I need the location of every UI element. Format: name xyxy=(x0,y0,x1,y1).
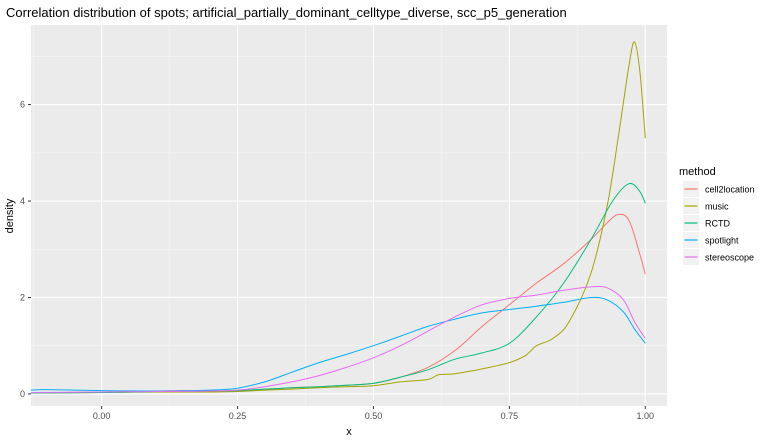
grid-minor xyxy=(31,25,667,406)
x-tick-label: 0.75 xyxy=(501,411,519,421)
x-tick-label: 0.50 xyxy=(365,411,383,421)
legend: method cell2location music RCTD spotlight st… xyxy=(679,166,755,265)
series-line-music xyxy=(30,41,646,394)
legend-title: method xyxy=(679,166,716,178)
legend-label-rctd: RCTD xyxy=(705,219,730,229)
series-line-spotlight xyxy=(30,296,646,392)
legend-items: cell2location music RCTD spotlight stereosco… xyxy=(683,181,755,265)
y-tick-label: 4 xyxy=(20,196,25,206)
legend-label-stereoscope: stereoscope xyxy=(705,253,754,263)
chart-title: Correlation distribution of spots; artif… xyxy=(6,5,567,20)
series-line-stereoscope xyxy=(30,285,646,393)
x-axis-title: x xyxy=(346,426,352,438)
x-axis: 0.00 0.25 0.50 0.75 1.00 xyxy=(93,406,654,421)
legend-label-spotlight: spotlight xyxy=(705,236,739,246)
x-tick-label: 1.00 xyxy=(636,411,654,421)
y-axis: 0 2 4 6 xyxy=(20,100,31,399)
plot-panel xyxy=(31,25,667,406)
y-tick-label: 6 xyxy=(20,100,25,110)
x-tick-label: 0.00 xyxy=(93,411,111,421)
y-tick-label: 2 xyxy=(20,292,25,302)
legend-label-music: music xyxy=(705,202,729,212)
legend-label-cell2location: cell2location xyxy=(705,185,755,195)
y-tick-label: 0 xyxy=(20,389,25,399)
y-axis-title: density xyxy=(4,198,16,233)
series-layer xyxy=(30,41,646,394)
x-tick-label: 0.25 xyxy=(229,411,247,421)
